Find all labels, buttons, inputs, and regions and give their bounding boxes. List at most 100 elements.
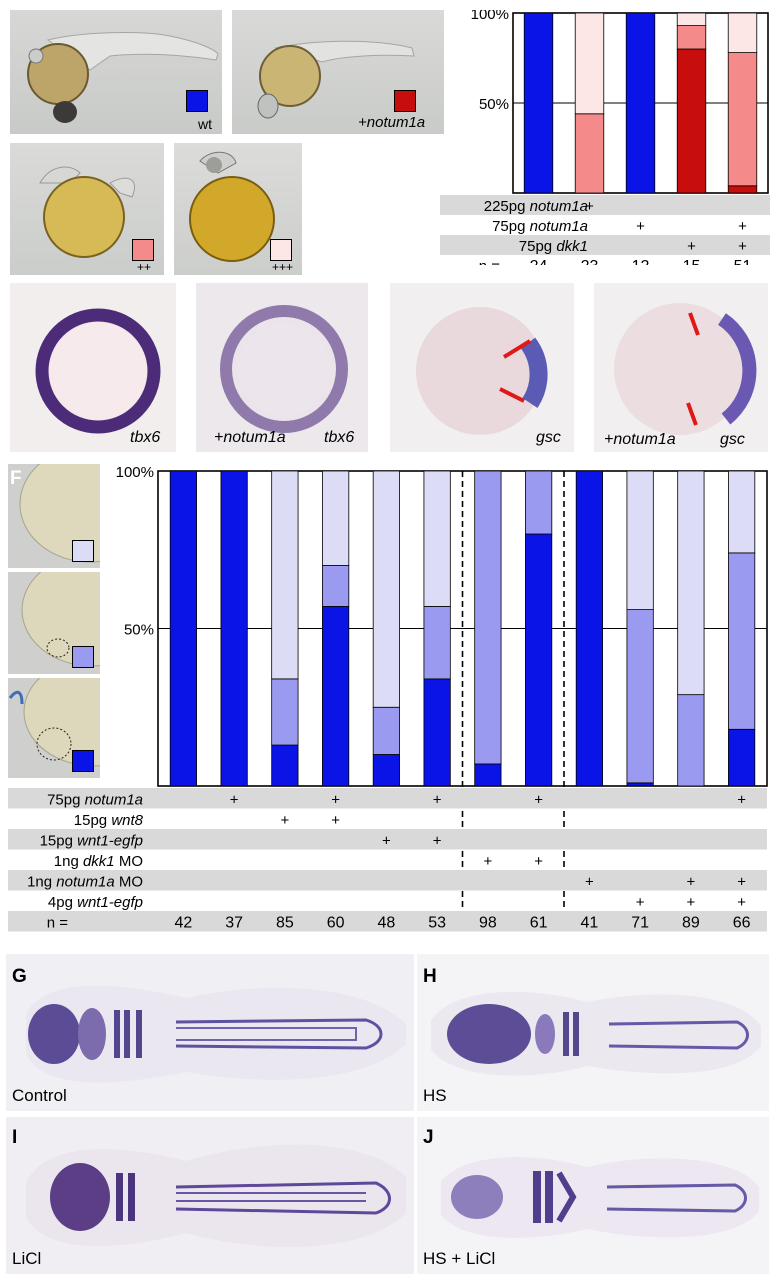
bar-segment-weak [677, 694, 705, 787]
bar-segment-strong [626, 782, 654, 787]
n-value: 41 [580, 915, 598, 932]
bar-segment-wt [523, 12, 554, 194]
panel-label-j: J [423, 1127, 434, 1148]
swatch-plus2 [132, 239, 154, 261]
bar-segment-strong [575, 470, 603, 787]
panel-label-g: G [12, 966, 27, 987]
condition-mark: + [585, 874, 594, 891]
bar-segment-wt [625, 12, 656, 194]
n-value: 85 [276, 915, 294, 932]
caption-j: HS + LiCl [423, 1249, 496, 1268]
condition-mark: + [534, 853, 543, 870]
n-row-shade [8, 911, 767, 932]
condition-mark: + [738, 238, 747, 255]
condition-amount: 225pg [484, 198, 530, 215]
condition-suffix: MO [115, 853, 143, 870]
condition-mark: + [636, 894, 645, 911]
n-value: 42 [174, 915, 192, 932]
gene-label-e: gsc [720, 431, 745, 448]
embryo-photo-notum1a: +notum1a [232, 10, 444, 134]
embryo-photo-wt: wt [10, 10, 222, 134]
n-value: 15 [683, 258, 701, 265]
condition-mark: + [737, 874, 746, 891]
bar-segment-none [626, 470, 654, 611]
bar-chart-f: 100% 50% 75pg notum1a + + + + +15pg wnt8 + +15pg… [8, 465, 768, 932]
condition-amount: 4pg [48, 894, 77, 911]
bar-segment-strong [474, 763, 502, 787]
n-label: n = [479, 258, 501, 265]
swatch-notum1a [394, 90, 416, 112]
bar-segment-weak [728, 552, 756, 730]
n-row-shade [440, 255, 770, 265]
ring-embryo-drawing [35, 308, 161, 434]
y-tick-label: 50% [124, 622, 154, 639]
phenotype-drawing [19, 464, 100, 563]
condition-label: 4pg wnt1-egfp [48, 894, 143, 911]
embryo-drawing [27, 32, 219, 123]
caption-h: HS [423, 1086, 447, 1105]
condition-amount: 1ng [27, 874, 56, 891]
bar-segment-weak [322, 565, 350, 607]
bar-segment-weak [474, 470, 502, 765]
phenotype-photo-weak [8, 572, 100, 674]
n-value: 61 [530, 915, 548, 932]
bar-segment-strong [271, 744, 299, 787]
condition-mark: + [382, 833, 391, 850]
table-row-shade [8, 788, 767, 809]
swatch-strong [72, 750, 94, 772]
bar-segment-++ [727, 52, 758, 187]
gene-label-b: tbx6 [130, 429, 161, 446]
bar-segment-strong [322, 606, 350, 787]
condition-mark: + [585, 198, 594, 215]
condition-mark: + [230, 792, 239, 809]
n-value: 66 [733, 915, 751, 932]
embryo-drawing [189, 151, 275, 262]
bar-segment-++ [676, 25, 707, 50]
condition-amount: 15pg [74, 812, 112, 829]
caption-g: Control [12, 1086, 67, 1105]
condition-mark: + [687, 238, 696, 255]
panel-label-h: H [423, 966, 437, 987]
condition-name: notum1a [530, 198, 588, 215]
panel-label-i: I [12, 1127, 18, 1148]
condition-label: 1ng dkk1 MO [54, 853, 143, 870]
embryo-photo-plus2: ++ [10, 143, 164, 275]
bar-segment-strong [525, 533, 553, 787]
swatch-plus3 [270, 239, 292, 261]
embryo-photo-e: +notum1a gsc [594, 283, 768, 452]
panel-label-f: F [10, 468, 22, 489]
bar-segment-none [677, 470, 705, 696]
n-value: 51 [734, 258, 752, 265]
n-value: 12 [632, 258, 650, 265]
condition-name: dkk1 [83, 853, 115, 870]
n-value: 37 [225, 915, 243, 932]
condition-name: notum1a [56, 874, 114, 891]
bar-segment-+++ [574, 12, 605, 115]
y-tick-label: 100% [471, 10, 509, 23]
table-row-shade [440, 195, 770, 215]
condition-name: wnt1-egfp [77, 833, 143, 850]
condition-suffix: MO [115, 874, 143, 891]
y-tick-label: 50% [479, 96, 509, 113]
table-row-shade [8, 870, 767, 891]
bar-segment-none [372, 470, 400, 708]
condition-mark: + [737, 894, 746, 911]
n-value: 23 [581, 258, 599, 265]
condition-label: 1ng notum1a MO [27, 874, 143, 891]
phenotype-photo-strong [8, 678, 100, 778]
bar-segment-strong [220, 470, 248, 787]
condition-name: dkk1 [556, 238, 588, 255]
swatch-none [72, 540, 94, 562]
bar-segment-strong [423, 678, 451, 787]
condition-label: 75pg dkk1 [519, 238, 588, 255]
treatment-label-e: +notum1a [604, 431, 676, 448]
condition-name: wnt8 [111, 812, 143, 829]
flatmount-drawing [441, 1157, 759, 1238]
n-label: n = [47, 915, 69, 932]
condition-mark: + [636, 218, 645, 235]
n-value: 89 [682, 915, 700, 932]
condition-mark: + [331, 792, 340, 809]
embryo-photo-plus3: +++ [174, 143, 302, 275]
bar-segment-+++ [727, 12, 758, 53]
condition-amount: 75pg [47, 792, 85, 809]
